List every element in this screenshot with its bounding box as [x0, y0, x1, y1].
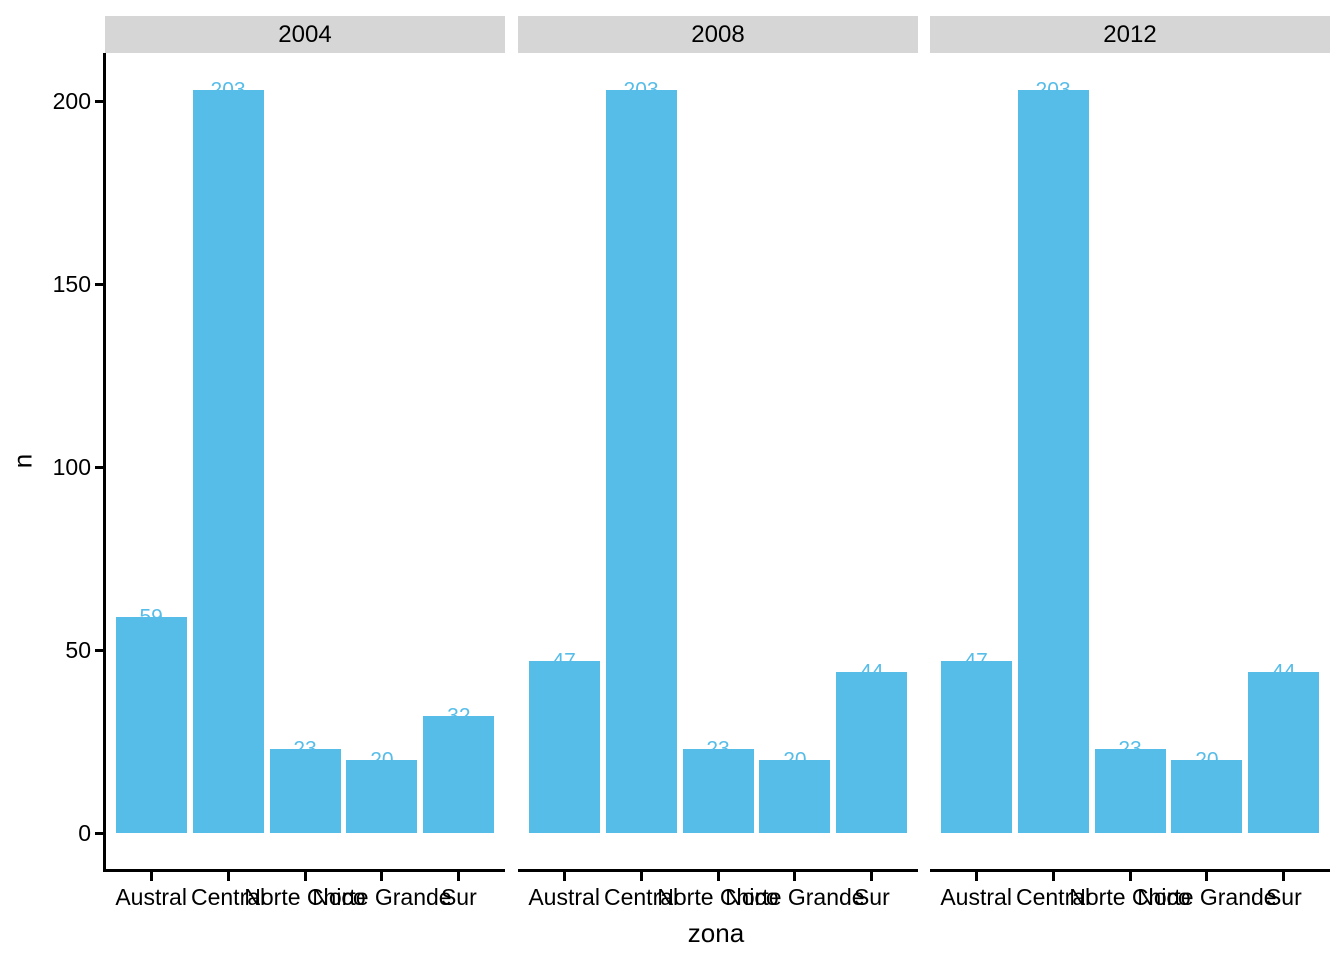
- x-axis-title: zona: [687, 918, 745, 948]
- x-tick-mark: [639, 872, 643, 881]
- bar-Central: [605, 90, 677, 833]
- x-tick-mark: [1205, 872, 1209, 881]
- x-tick-label: Norte Chico: [244, 884, 366, 910]
- x-tick-label: Sur: [440, 884, 477, 910]
- y-tick-mark: [95, 832, 103, 835]
- x-tick-mark: [793, 872, 797, 881]
- facet-plot-area: 47 203 23 20 44: [930, 53, 1330, 872]
- bar-value-label: 203: [623, 78, 659, 102]
- bar-Austral: [940, 661, 1012, 833]
- y-tick-mark: [95, 283, 103, 286]
- x-tick-label: Norte Grande: [725, 884, 865, 910]
- y-tick-label: 200: [52, 88, 91, 114]
- y-tick-mark: [95, 649, 103, 652]
- facet-plot-area: 47 203 23 20 44: [518, 53, 918, 872]
- facet-strip: 2004: [105, 16, 505, 53]
- y-axis-line: [103, 53, 106, 872]
- y-tick-label: 0: [78, 820, 91, 846]
- bar-Sur: [836, 672, 908, 833]
- x-tick-mark: [1051, 872, 1055, 881]
- bar-value-label: 203: [210, 78, 246, 102]
- x-tick-label: Norte Chico: [1069, 884, 1191, 910]
- y-tick-mark: [95, 466, 103, 469]
- y-tick-label: 150: [52, 271, 91, 297]
- x-tick-mark: [380, 872, 384, 881]
- bar-value-label: 47: [964, 649, 988, 673]
- facet-2012: 2012 47 203 23 20 44 Austral Central Norte Chico…: [930, 0, 1330, 960]
- bar-value-label: 23: [1118, 737, 1142, 761]
- bar-value-label: 20: [1195, 748, 1219, 772]
- x-tick-mark: [457, 872, 461, 881]
- bar-value-label: 23: [293, 737, 317, 761]
- bar-value-label: 203: [1035, 78, 1071, 102]
- x-tick-label: Austral: [528, 884, 600, 910]
- bar-Austral: [528, 661, 600, 833]
- x-tick-label: Central: [603, 884, 679, 910]
- x-tick-mark: [562, 872, 566, 881]
- x-tick-mark: [226, 872, 230, 881]
- x-tick-mark: [149, 872, 153, 881]
- bar-value-label: 47: [552, 649, 576, 673]
- bar-value-label: 32: [447, 704, 471, 728]
- y-tick-label: 50: [65, 637, 91, 663]
- x-tick-mark: [303, 872, 307, 881]
- x-tick-label: Sur: [1265, 884, 1302, 910]
- facet-strip: 2012: [930, 16, 1330, 53]
- bar-value-label: 44: [860, 660, 884, 684]
- bar-Central: [1017, 90, 1089, 833]
- bar-Norte Grande: [759, 760, 831, 833]
- x-tick-mark: [716, 872, 720, 881]
- x-tick-label: Norte Chico: [657, 884, 779, 910]
- bar-Sur: [423, 716, 495, 833]
- x-tick-mark: [974, 872, 978, 881]
- y-tick-label: 100: [52, 454, 91, 480]
- x-tick-label: Central: [1015, 884, 1091, 910]
- bar-Norte Chico: [1094, 749, 1166, 833]
- facet-plot-area: 59 203 23 20 32: [105, 53, 505, 872]
- x-tick-mark: [870, 872, 874, 881]
- bar-value-label: 23: [706, 737, 730, 761]
- bar-Norte Grande: [1171, 760, 1243, 833]
- y-tick-mark: [95, 100, 103, 103]
- x-tick-label: Norte Grande: [312, 884, 452, 910]
- bar-Norte Chico: [682, 749, 754, 833]
- bar-value-label: 44: [1272, 660, 1296, 684]
- x-tick-label: Norte Grande: [1137, 884, 1277, 910]
- facet-2004: 2004 59 203 23 20 32 Austral Central Norte Chico…: [105, 0, 505, 960]
- bar-Central: [192, 90, 264, 833]
- bar-Norte Chico: [269, 749, 341, 833]
- bar-Austral: [115, 617, 187, 833]
- x-tick-label: Sur: [853, 884, 890, 910]
- facet-strip: 2008: [518, 16, 918, 53]
- bar-value-label: 20: [370, 748, 394, 772]
- facet-2008: 2008 47 203 23 20 44 Austral Central Norte Chico…: [518, 0, 918, 960]
- x-tick-mark: [1282, 872, 1286, 881]
- x-tick-label: Austral: [115, 884, 187, 910]
- x-tick-mark: [1128, 872, 1132, 881]
- x-tick-label: Austral: [940, 884, 1012, 910]
- bar-Norte Grande: [346, 760, 418, 833]
- x-tick-label: Central: [190, 884, 266, 910]
- bar-value-label: 59: [139, 605, 163, 629]
- bar-value-label: 20: [783, 748, 807, 772]
- bar-Sur: [1248, 672, 1320, 833]
